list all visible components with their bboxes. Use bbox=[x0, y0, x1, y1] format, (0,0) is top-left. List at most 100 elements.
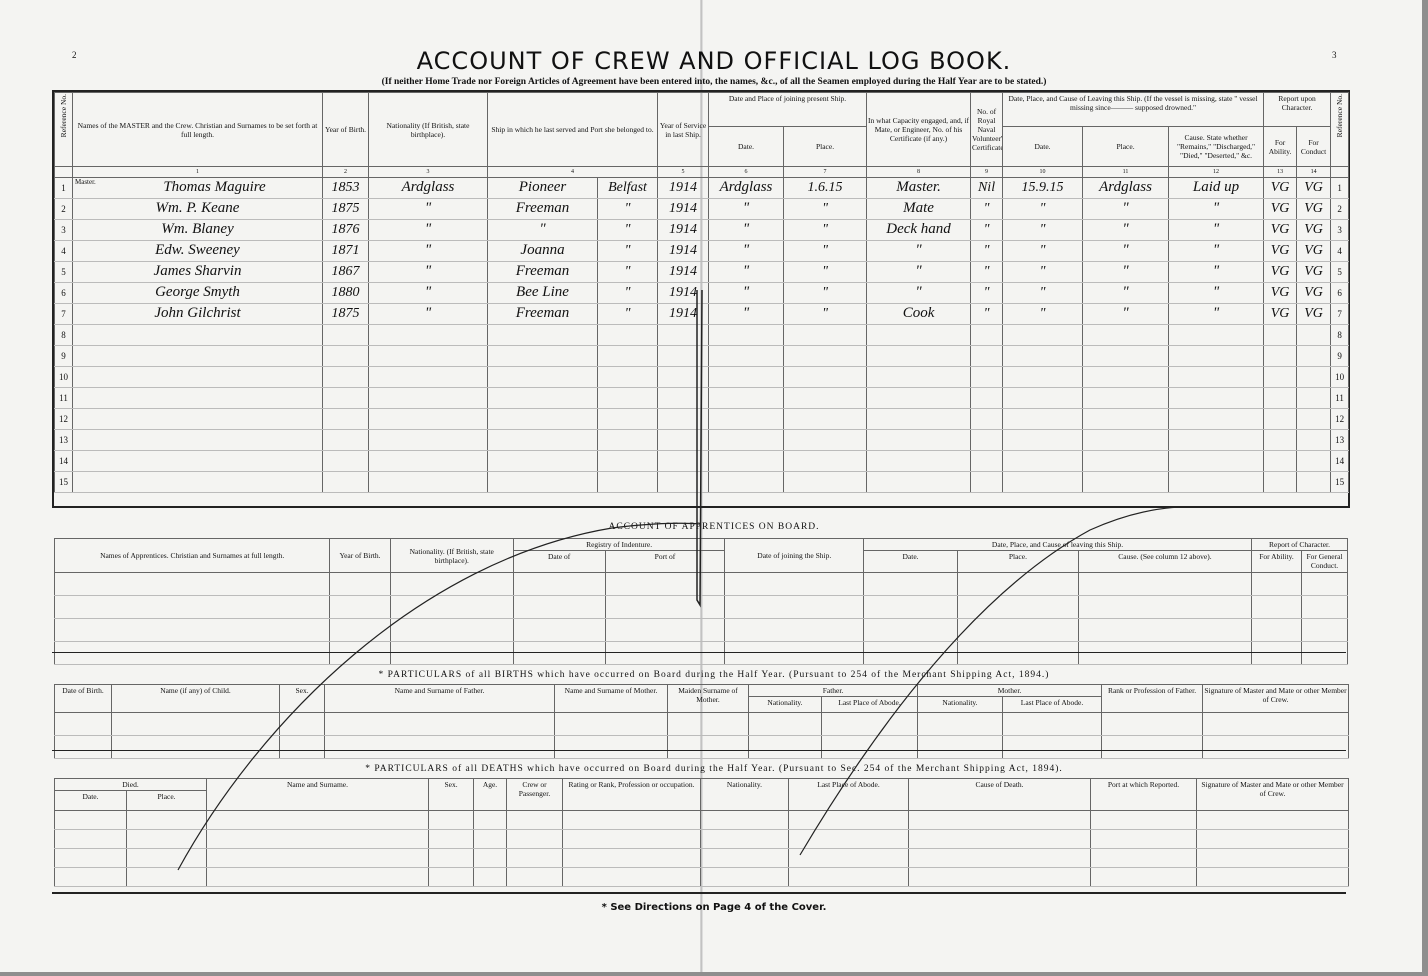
crew-year: 1875 bbox=[331, 201, 360, 216]
crew-cell-service bbox=[657, 366, 710, 388]
blank-cell bbox=[748, 735, 822, 759]
blank-cell bbox=[562, 848, 701, 868]
crew-service: 1914 bbox=[669, 222, 698, 237]
crew-cell-year bbox=[322, 408, 369, 430]
header-nationality: Nationality (If British, state birthplac… bbox=[368, 92, 488, 167]
blank-cell bbox=[111, 735, 280, 759]
crew-cell-leave-date bbox=[1002, 471, 1084, 493]
crew-ref: 12 bbox=[59, 414, 68, 424]
crew-cell-join-date: " bbox=[708, 303, 785, 325]
crew-cell-join-place bbox=[783, 450, 868, 472]
crew-cell-cause: " bbox=[1168, 303, 1265, 325]
blank-row bbox=[54, 848, 1349, 868]
crew-cell-ability: VG bbox=[1263, 282, 1298, 304]
crew-cell-join-place: " bbox=[783, 219, 868, 241]
crew-nationality: " bbox=[424, 200, 432, 216]
crew-ship: Bee Line bbox=[516, 284, 569, 300]
crew-join-place: " bbox=[822, 264, 828, 279]
apprentice-header-leaving: Date, Place, and Cause of leaving this S… bbox=[863, 538, 1252, 551]
crew-cell-ref: 13 bbox=[54, 429, 73, 451]
header-report: Report upon Character. bbox=[1263, 92, 1332, 127]
crew-leave-date: " bbox=[1039, 201, 1046, 216]
blank-cell bbox=[206, 867, 429, 887]
blank-cell bbox=[428, 810, 474, 830]
crew-cell-cause bbox=[1168, 345, 1265, 367]
crew-cell-conduct: VG bbox=[1296, 177, 1332, 199]
blank-cell bbox=[863, 641, 958, 665]
column-number: 8 bbox=[866, 166, 972, 178]
column-number: 12 bbox=[1168, 166, 1265, 178]
apprentice-header-nationality: Nationality. (If British, state birthpla… bbox=[389, 538, 514, 573]
crew-year: 1876 bbox=[331, 222, 360, 237]
crew-cell-port bbox=[596, 345, 659, 367]
blank-cell bbox=[917, 712, 1003, 736]
crew-cell-join-place: " bbox=[783, 282, 868, 304]
crew-conduct: VG bbox=[1304, 180, 1323, 195]
crew-ref: 4 bbox=[1337, 246, 1342, 256]
crew-cell-cause bbox=[1168, 324, 1265, 346]
crew-ref: 7 bbox=[61, 309, 66, 319]
crew-cell-name bbox=[72, 366, 323, 388]
crew-cell-ref: 5 bbox=[1330, 261, 1350, 283]
crew-cell-cause bbox=[1168, 471, 1265, 493]
crew-cell-ship: Freeman bbox=[487, 303, 598, 325]
crew-cell-ref: 14 bbox=[54, 450, 73, 472]
crew-cell-ship bbox=[487, 429, 598, 451]
crew-cell-conduct bbox=[1296, 366, 1332, 388]
crew-cell-rnv bbox=[970, 471, 1004, 493]
blank-cell bbox=[667, 712, 749, 736]
crew-cell-ref: 8 bbox=[54, 324, 73, 346]
crew-cell-capacity: " bbox=[866, 240, 972, 262]
crew-cell-ref: 4 bbox=[1330, 240, 1350, 262]
crew-ability: VG bbox=[1270, 306, 1290, 321]
death-header-name: Name and Surname. bbox=[206, 778, 429, 811]
apprentice-header-date: Date. bbox=[863, 550, 958, 573]
crew-cell-ability bbox=[1263, 429, 1298, 451]
crew-cell-capacity: " bbox=[866, 282, 972, 304]
crew-cell-leave-place: " bbox=[1082, 282, 1170, 304]
crew-cell-ship bbox=[487, 366, 598, 388]
crew-cell-join-date: " bbox=[708, 219, 785, 241]
crew-ref: 15 bbox=[1335, 477, 1345, 487]
crew-cell-nationality: Ardglass bbox=[368, 177, 488, 199]
crew-cell-rnv: " bbox=[970, 303, 1004, 325]
birth-header-mother-nationality: Nationality. bbox=[917, 696, 1003, 713]
crew-cell-nationality bbox=[368, 324, 488, 346]
blank-cell bbox=[1202, 735, 1350, 759]
crew-cell-ref: 15 bbox=[1330, 471, 1350, 493]
header-join-place: Place. bbox=[783, 126, 868, 167]
crew-ability: VG bbox=[1270, 180, 1290, 195]
crew-cell-ship bbox=[487, 471, 598, 493]
blank-cell bbox=[53, 641, 331, 665]
crew-cell-ship: Joanna bbox=[487, 240, 598, 262]
crew-ship: Freeman bbox=[515, 305, 570, 321]
blank-cell bbox=[1090, 848, 1197, 868]
crew-cell-capacity: Cook bbox=[866, 303, 972, 325]
births-table: Date of Birth. Name (if any) of Child. S… bbox=[54, 684, 1350, 759]
crew-ability: VG bbox=[1270, 243, 1290, 258]
blank-cell bbox=[700, 829, 789, 849]
crew-ability: VG bbox=[1270, 222, 1290, 237]
crew-cause: " bbox=[1212, 242, 1220, 258]
crew-cell-capacity bbox=[866, 324, 972, 346]
crew-join-place: 1.6.15 bbox=[807, 180, 843, 195]
crew-cell-rnv bbox=[970, 408, 1004, 430]
crew-cell-name bbox=[72, 387, 323, 409]
apprentice-header-year: Year of Birth. bbox=[329, 538, 391, 573]
crew-cell-rnv: " bbox=[970, 198, 1004, 220]
crew-cell-nationality: " bbox=[368, 240, 488, 262]
crew-leave-place: " bbox=[1122, 200, 1129, 216]
crew-ability: VG bbox=[1270, 201, 1290, 216]
crew-conduct: VG bbox=[1304, 222, 1323, 237]
blank-cell bbox=[1301, 572, 1348, 596]
crew-cell-service bbox=[657, 408, 710, 430]
column-number: 2 bbox=[322, 166, 369, 178]
crew-cell-nationality bbox=[368, 366, 488, 388]
blank-row bbox=[54, 810, 1349, 830]
death-header-cause: Cause of Death. bbox=[908, 778, 1091, 811]
crew-cell-ability: VG bbox=[1263, 219, 1298, 241]
death-header-place: Place. bbox=[126, 790, 207, 811]
crew-cell-year bbox=[322, 387, 369, 409]
crew-cell-conduct bbox=[1296, 471, 1332, 493]
crew-cell-cause: " bbox=[1168, 240, 1265, 262]
